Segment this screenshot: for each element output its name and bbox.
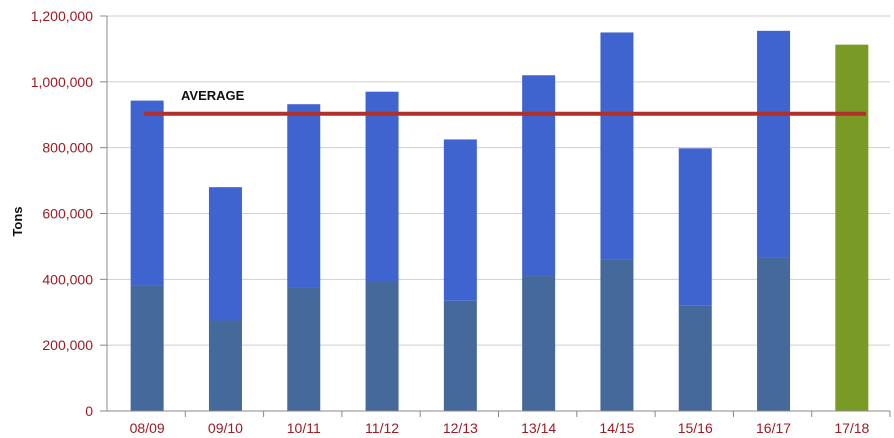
x-tick-label: 17/18 [834, 420, 869, 436]
bar-segment-1 [522, 276, 556, 411]
bar-segment-2 [365, 91, 399, 281]
y-tick-label: 600,000 [42, 206, 93, 222]
y-tick-label: 200,000 [42, 337, 93, 353]
average-reference: AVERAGE [144, 88, 866, 116]
x-tick-label: 09/10 [208, 420, 243, 436]
x-tick-label: 08/09 [130, 420, 165, 436]
bar-segment-1 [678, 305, 712, 411]
bars [130, 30, 891, 417]
y-tick-label: 400,000 [42, 271, 93, 287]
y-tick-label: 800,000 [42, 140, 93, 156]
y-tick-label: 1,000,000 [31, 74, 93, 90]
bar-segment-1 [365, 280, 399, 411]
bar-segment-1 [443, 300, 477, 411]
y-axis: Tons [10, 16, 108, 411]
bar-segment-1 [208, 320, 242, 411]
bar-segment-2 [757, 30, 791, 258]
bar-segment-1 [600, 259, 634, 411]
x-tick-label: 12/13 [443, 420, 478, 436]
bar-segment-2 [522, 75, 556, 277]
bar-segment-3 [835, 44, 869, 411]
bar-segment-2 [600, 32, 634, 260]
x-tick-labels: 08/09 09/10 10/11 11/12 12/13 13/14 14/15 15/16… [130, 420, 870, 436]
y-tick-labels: 0 200,000 400,000 600,000 800,000 1,000,000 1,… [31, 8, 94, 419]
y-tick-label: 1,200,000 [31, 8, 93, 24]
x-tick-label: 13/14 [521, 420, 556, 436]
average-label: AVERAGE [181, 88, 245, 103]
bar-segment-2 [208, 187, 242, 321]
x-tick-label: 14/15 [599, 420, 634, 436]
bar-segment-1 [130, 285, 164, 411]
y-tick-label: 0 [85, 403, 93, 419]
x-tick-label: 16/17 [756, 420, 791, 436]
x-tick-label: 10/11 [287, 420, 321, 436]
y-axis-label: Tons [10, 206, 25, 236]
x-tick-label: 15/16 [678, 420, 713, 436]
bar-segment-2 [130, 100, 164, 286]
bar-segment-1 [757, 257, 791, 411]
x-tick-label: 11/12 [365, 420, 399, 436]
bar-segment-2 [287, 104, 321, 288]
bar-segment-2 [678, 148, 712, 306]
bar-segment-2 [443, 139, 477, 301]
bar-segment-1 [287, 287, 321, 411]
